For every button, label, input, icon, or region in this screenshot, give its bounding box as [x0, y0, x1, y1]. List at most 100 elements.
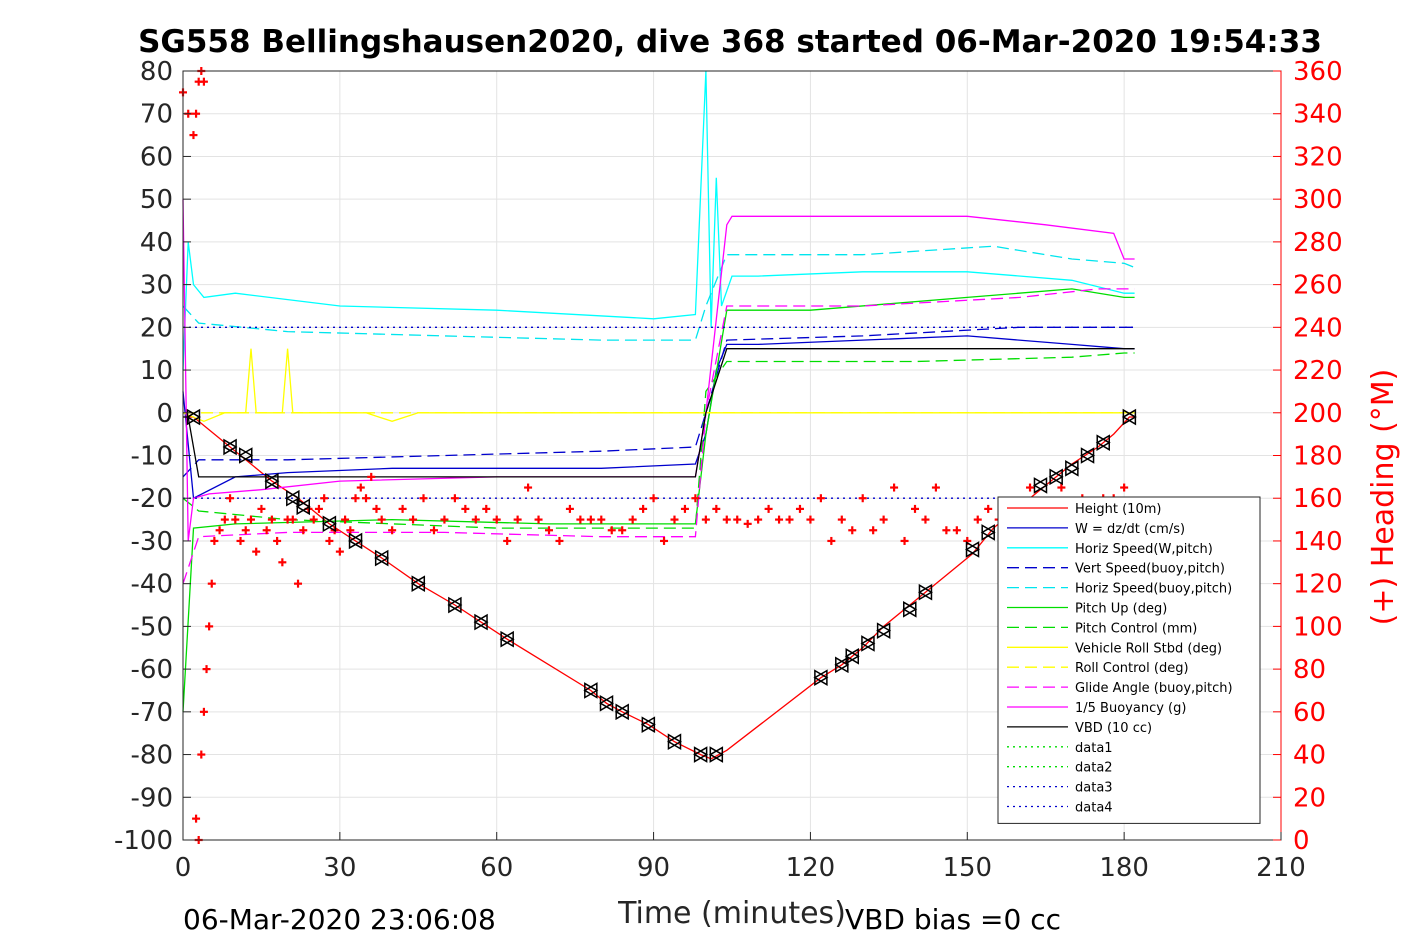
heading-point	[335, 547, 344, 556]
legend-label: Roll Control (deg)	[1075, 661, 1189, 676]
heading-point	[722, 515, 731, 524]
x-axis-ticks: 0 30 60 90 120 150 180 210	[175, 832, 1306, 883]
heading-point	[192, 109, 201, 118]
right-tick-label: 140	[1293, 527, 1343, 557]
heading-point	[660, 536, 669, 545]
heading-point	[482, 504, 491, 513]
heading-point	[314, 504, 323, 513]
heading-point	[555, 536, 564, 545]
left-tick-label: -60	[131, 655, 173, 685]
heading-point	[775, 515, 784, 524]
x-tick-label: 180	[1099, 853, 1149, 883]
heading-point	[419, 494, 428, 503]
heading-point	[320, 494, 329, 503]
heading-point	[267, 515, 276, 524]
right-tick-label: 100	[1293, 612, 1343, 642]
heading-point	[202, 665, 211, 674]
right-tick-label: 360	[1293, 57, 1343, 87]
heading-point	[252, 547, 261, 556]
heading-point	[942, 526, 951, 535]
legend-label: 1/5 Buoyancy (g)	[1075, 701, 1186, 716]
right-tick-label: 240	[1293, 313, 1343, 343]
right-axis-ticks: 3603403203002802602402202001801601401201…	[1273, 57, 1343, 856]
left-tick-label: -40	[131, 570, 173, 600]
heading-point	[639, 504, 648, 513]
heading-point	[351, 494, 360, 503]
x-tick-label: 120	[786, 853, 836, 883]
legend-label: W = dz/dt (cm/s)	[1075, 522, 1185, 537]
series-line-2	[182, 70, 1135, 371]
right-tick-label: 280	[1293, 228, 1343, 258]
left-tick-label: -90	[131, 783, 173, 813]
triangle-point	[980, 524, 996, 541]
series-line-3	[182, 326, 1135, 478]
triangle-point	[285, 489, 301, 507]
right-tick-label: 80	[1293, 655, 1326, 685]
left-tick-label: -50	[131, 612, 173, 642]
x-tick-label: 210	[1256, 853, 1306, 883]
heading-point	[754, 515, 763, 524]
right-tick-label: 200	[1293, 399, 1343, 429]
triangle-markers	[185, 408, 1137, 763]
heading-point	[576, 515, 585, 524]
heading-point	[785, 515, 794, 524]
legend-label: Vehicle Roll Stbd (deg)	[1075, 641, 1222, 656]
heading-point	[325, 536, 334, 545]
heading-point	[299, 526, 308, 535]
heading-point	[670, 515, 679, 524]
triangle-point	[876, 622, 892, 639]
triangle-point	[693, 746, 709, 763]
heading-point	[931, 483, 940, 492]
left-tick-label: -100	[114, 826, 173, 856]
left-tick-label: 70	[140, 100, 173, 130]
right-tick-label: 120	[1293, 570, 1343, 600]
heading-point	[388, 526, 397, 535]
heading-point	[409, 515, 418, 524]
footer-vbd-bias: VBD bias =0 cc	[845, 903, 1061, 936]
legend-label: data3	[1075, 781, 1113, 796]
triangle-point	[860, 635, 876, 652]
x-tick-label: 0	[175, 853, 192, 883]
heading-point	[952, 526, 961, 535]
heading-point	[257, 504, 266, 513]
x-tick-label: 60	[480, 853, 513, 883]
heading-point	[398, 504, 407, 513]
heading-point	[231, 515, 240, 524]
left-tick-label: 30	[140, 271, 173, 301]
heading-point	[341, 515, 350, 524]
heading-point	[207, 579, 216, 588]
heading-point	[440, 515, 449, 524]
heading-point	[973, 515, 982, 524]
heading-point	[545, 526, 553, 535]
x-tick-label: 90	[637, 853, 670, 883]
legend-label: Pitch Up (deg)	[1075, 602, 1167, 617]
legend-label: VBD (10 cc)	[1075, 721, 1152, 736]
x-axis-label: Time (minutes)	[617, 896, 846, 931]
heading-point	[879, 515, 888, 524]
heading-point	[236, 536, 245, 545]
left-tick-label: -70	[131, 698, 173, 728]
triangle-point	[473, 613, 489, 631]
triangle-point	[222, 438, 238, 456]
triangle-point	[1095, 434, 1111, 451]
heading-point	[309, 515, 318, 524]
heading-point	[1057, 483, 1066, 492]
left-tick-label: -10	[131, 442, 173, 472]
right-tick-label: 20	[1293, 783, 1326, 813]
heading-point	[192, 814, 201, 823]
heading-point	[701, 515, 710, 524]
heading-point	[503, 536, 512, 545]
legend-label: Height (10m)	[1075, 502, 1161, 517]
heading-point	[816, 494, 825, 503]
triangle-point	[185, 408, 201, 426]
triangle-point	[295, 498, 311, 516]
legend-label: Vert Speed(buoy,pitch)	[1075, 562, 1225, 577]
heading-point	[848, 526, 857, 535]
x-tick-label: 30	[323, 853, 356, 883]
heading-point	[806, 515, 815, 524]
heading-point	[743, 519, 752, 528]
heading-point	[220, 515, 229, 524]
right-tick-label: 220	[1293, 356, 1343, 386]
triangle-point	[813, 669, 829, 686]
heading-point	[649, 494, 658, 503]
